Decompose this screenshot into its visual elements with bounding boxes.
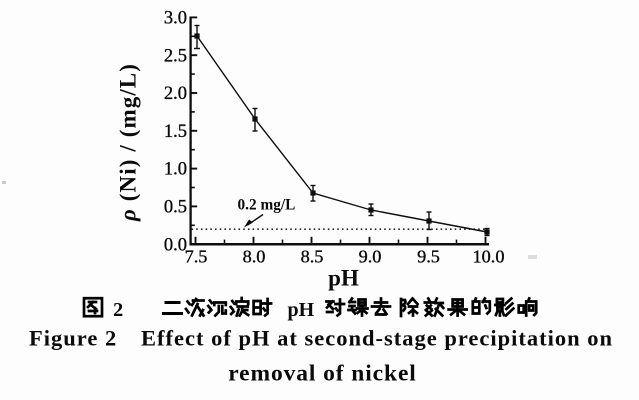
svg-text:Effect of pH at second-stage p: Effect of pH at second-stage precipitati… bbox=[141, 326, 613, 351]
svg-text:9.5: 9.5 bbox=[417, 246, 440, 266]
svg-text:3.0: 3.0 bbox=[164, 9, 187, 29]
svg-text:7.5: 7.5 bbox=[185, 246, 208, 266]
svg-text:removal of nickel: removal of nickel bbox=[228, 361, 416, 387]
svg-text:8.0: 8.0 bbox=[243, 246, 266, 266]
svg-text:9.0: 9.0 bbox=[359, 246, 382, 266]
svg-text:2: 2 bbox=[113, 299, 123, 321]
svg-text:0.5: 0.5 bbox=[164, 198, 187, 218]
svg-text:2.5: 2.5 bbox=[164, 46, 187, 66]
svg-text:2.0: 2.0 bbox=[164, 84, 187, 104]
svg-text:1.0: 1.0 bbox=[164, 160, 187, 180]
svg-text:pH: pH bbox=[288, 299, 315, 321]
svg-text:ρ (Ni) / (mg/L): ρ (Ni) / (mg/L) bbox=[116, 63, 141, 222]
svg-text:Figure 2: Figure 2 bbox=[29, 326, 117, 351]
svg-text:8.5: 8.5 bbox=[301, 246, 324, 266]
svg-text:0.2 mg/L: 0.2 mg/L bbox=[238, 197, 296, 214]
svg-text:1.5: 1.5 bbox=[164, 122, 187, 142]
svg-text:pH: pH bbox=[328, 266, 359, 291]
svg-text:0.0: 0.0 bbox=[164, 235, 187, 255]
svg-text:10.0: 10.0 bbox=[473, 246, 505, 266]
